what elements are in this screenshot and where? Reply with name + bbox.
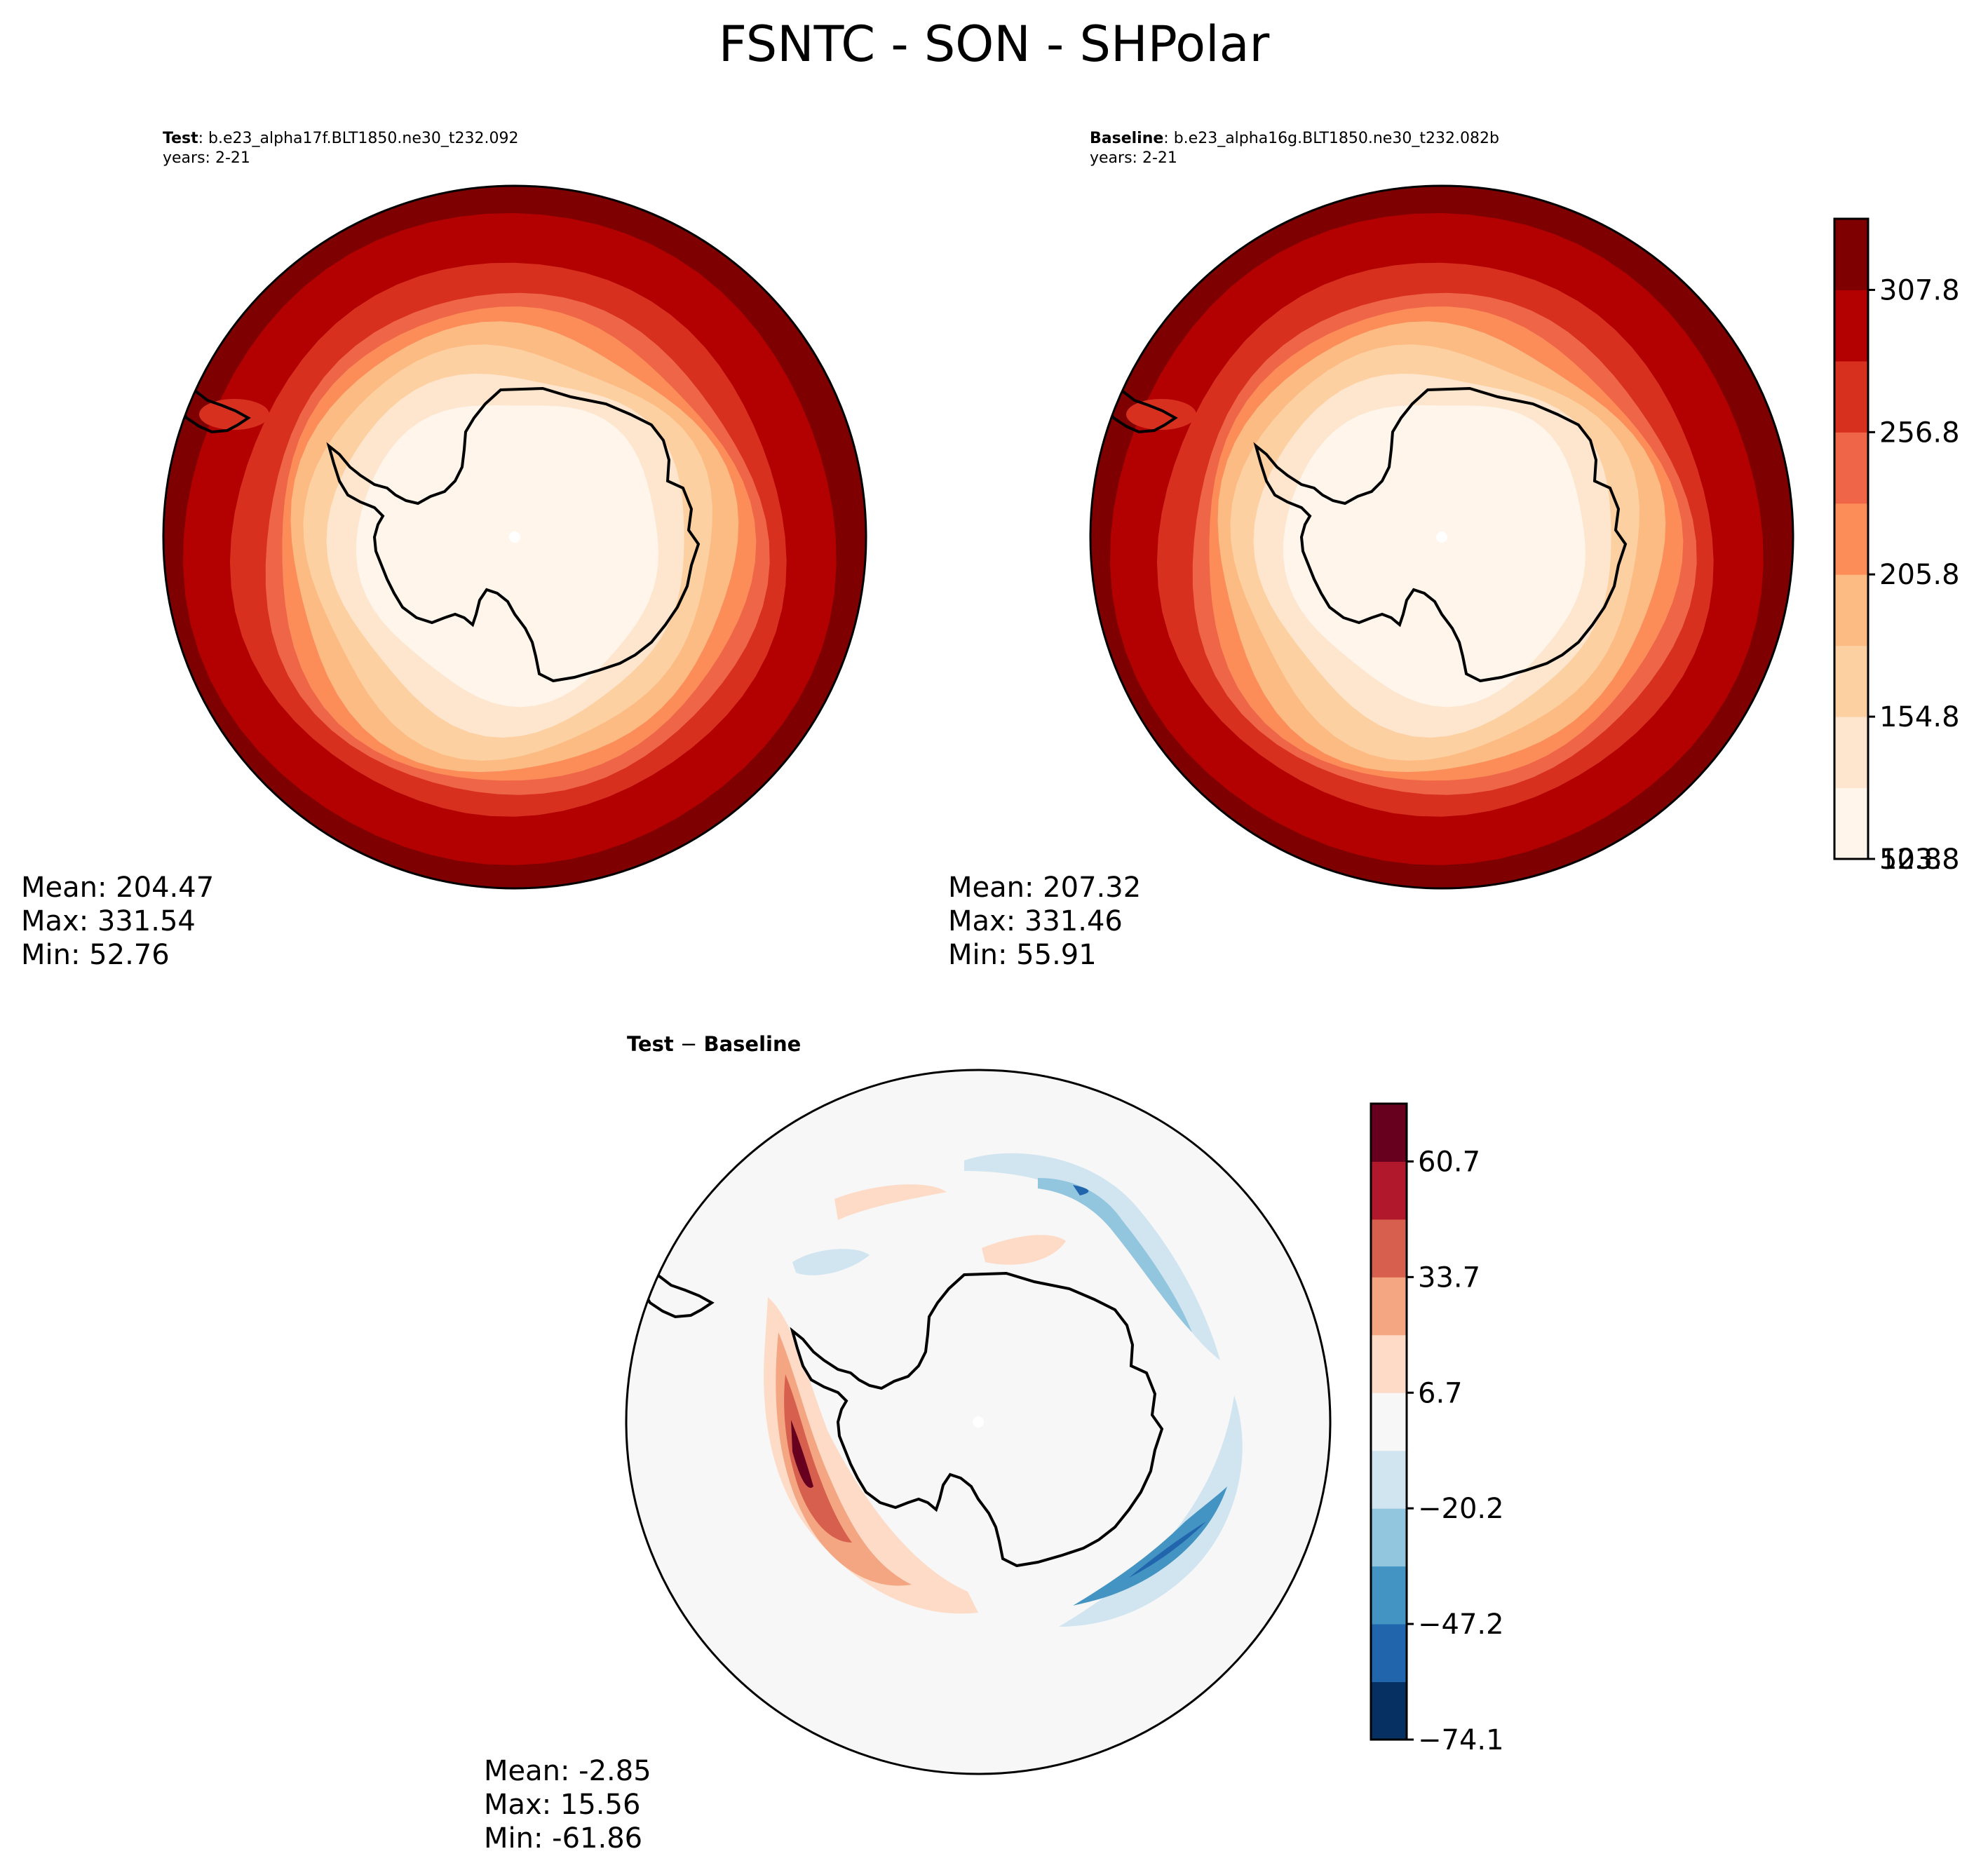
abs-colorbar-color-level-5 [1834, 432, 1868, 504]
diff-negative-arc-south-core [1129, 1522, 1206, 1578]
diff-positive-patch-center [982, 1235, 1066, 1265]
diff-colorbar-tick-label: 60.7 [1418, 1146, 1480, 1178]
test-panel-header: Test: b.e23_alpha17f.BLT1850.ne30_t232.0… [163, 129, 518, 168]
test-pole-marker [509, 531, 520, 543]
abs-colorbar-tick-label: 154.8 [1879, 701, 1960, 733]
test-patch-south-america [199, 399, 269, 430]
diff-colorbar-tick-label: 6.7 [1418, 1377, 1463, 1409]
diff-mean: Mean: -2.85 [484, 1755, 651, 1787]
abs-colorbar-color-level-6 [1834, 360, 1868, 433]
abs-colorbar-tick-label: 103.8 [1879, 843, 1960, 876]
test-max: Max: 331.54 [21, 905, 196, 937]
diff-label-operator: − [673, 1032, 704, 1056]
baseline-max: Max: 331.46 [948, 905, 1123, 937]
baseline-contour-level-0 [1283, 405, 1585, 707]
diff-map-border [625, 1069, 1332, 1775]
baseline-patch-south-america [1126, 399, 1196, 430]
difference-map [625, 1069, 1332, 1775]
diff-positive-band-max [791, 1420, 813, 1488]
diff-min: Min: -61.86 [484, 1822, 643, 1855]
difference-colorbar: 60.7 33.7 6.7 −20.2 −47.2 −74.1 [1370, 1102, 1504, 1756]
diff-colorbar-tick-label: −20.2 [1418, 1493, 1504, 1525]
baseline-years: years: 2-21 [1090, 149, 1177, 167]
test-stats: Mean: 204.47 Max: 331.54 Min: 52.76 [21, 871, 214, 972]
diff-colorbar-color-level-4 [1371, 1450, 1407, 1509]
diff-negative-patch-west [792, 1249, 870, 1275]
abs-colorbar-color-level-8 [1834, 219, 1868, 290]
abs-colorbar-color-level-0 [1834, 787, 1868, 860]
test-mean: Mean: 204.47 [21, 872, 215, 904]
diff-colorbar-color-level-2 [1371, 1566, 1407, 1625]
diff-label-test: Test [627, 1032, 674, 1056]
figure-title: FSNTC - SON - SHPolar [718, 15, 1270, 73]
abs-colorbar-color-level-7 [1834, 290, 1868, 362]
abs-colorbar-tick-label: 205.8 [1879, 559, 1960, 591]
diff-colorbar-tick-label: 33.7 [1418, 1261, 1480, 1294]
test-label: Test [163, 130, 198, 147]
diff-colorbar-color-level-6 [1371, 1334, 1407, 1393]
abs-colorbar-color-level-4 [1834, 503, 1868, 575]
baseline-mean: Mean: 207.32 [948, 872, 1142, 904]
diff-pole-marker [973, 1416, 984, 1428]
baseline-stats: Mean: 207.32 Max: 331.46 Min: 55.91 [948, 871, 1141, 972]
diff-colorbar-color-level-10 [1371, 1104, 1407, 1162]
abs-colorbar-color-level-3 [1834, 574, 1868, 646]
baseline-pole-marker [1436, 531, 1447, 543]
test-case-name: : b.e23_alpha17f.BLT1850.ne30_t232.092 [198, 130, 519, 147]
abs-colorbar-color-level-2 [1834, 645, 1868, 717]
test-map-border [162, 184, 867, 890]
test-min: Min: 52.76 [21, 939, 170, 971]
diff-colorbar-color-level-9 [1371, 1161, 1407, 1220]
abs-colorbar-frame [1833, 217, 1869, 860]
diff-colorbar-tick-label: −74.1 [1418, 1724, 1504, 1756]
diff-stats: Mean: -2.85 Max: 15.56 Min: -61.86 [484, 1754, 651, 1855]
baseline-case-name: : b.e23_alpha16g.BLT1850.ne30_t232.082b [1163, 130, 1499, 147]
test-map [162, 184, 867, 890]
diff-colorbar-color-level-7 [1371, 1277, 1407, 1336]
diff-colorbar-frame [1370, 1102, 1408, 1741]
abs-colorbar-tick-label: 256.8 [1879, 416, 1960, 449]
baseline-label: Baseline [1090, 130, 1164, 147]
diff-max: Max: 15.56 [484, 1789, 641, 1821]
baseline-panel-header: Baseline: b.e23_alpha16g.BLT1850.ne30_t2… [1090, 129, 1499, 168]
diff-negative-arc-north-core [1073, 1185, 1089, 1195]
diff-panel-title: Test − Baseline [627, 1032, 801, 1056]
diff-colorbar-color-level-1 [1371, 1624, 1407, 1683]
abs-colorbar-color-level-1 [1834, 717, 1868, 789]
diff-positive-band-mid [776, 1332, 912, 1586]
baseline-min: Min: 55.91 [948, 939, 1097, 971]
absolute-colorbar: 307.8 256.8 205.8 154.8 103.852.8 [1833, 217, 1960, 876]
abs-colorbar-tick-label: 52.8 [1879, 843, 1942, 876]
diff-label-baseline: Baseline [703, 1032, 802, 1056]
diff-colorbar-tick-label: −47.2 [1418, 1608, 1504, 1641]
abs-colorbar-tick-label: 307.8 [1879, 274, 1960, 306]
diff-positive-patch-north [834, 1184, 947, 1220]
test-contour-level-0 [356, 405, 658, 707]
diff-colorbar-color-level-0 [1371, 1681, 1407, 1740]
baseline-map [1089, 184, 1794, 890]
diff-colorbar-color-level-8 [1371, 1219, 1407, 1278]
test-years: years: 2-21 [163, 149, 250, 167]
baseline-map-border [1089, 184, 1794, 890]
diff-colorbar-color-level-3 [1371, 1508, 1407, 1567]
diff-colorbar-color-level-5 [1371, 1393, 1407, 1451]
